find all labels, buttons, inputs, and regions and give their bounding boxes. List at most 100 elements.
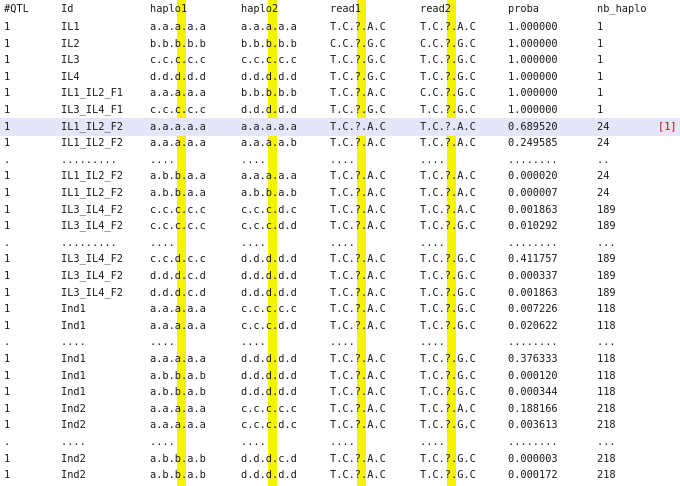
haplo1-cell: a.a.a.a.a bbox=[150, 419, 206, 432]
haplo2-cell: c.c.c.c.c bbox=[241, 402, 297, 415]
qtl-cell: 1 bbox=[4, 104, 11, 116]
haplo1-cell: a.b.b.a.b bbox=[150, 452, 206, 465]
proba-cell: ........ bbox=[508, 336, 558, 349]
proba-cell: 0.020622 bbox=[508, 319, 558, 332]
table-row[interactable]: 1 IL1_IL2_F2 a.a.a.a.a a.a.a.a.b T.C.?.A.C T.… bbox=[0, 134, 680, 152]
table-row[interactable]: 1 Ind1 a.a.a.a.a d.d.d.d.d T.C.?.A.C T.C.?.G.… bbox=[0, 350, 680, 368]
qtl-cell: 1 bbox=[4, 452, 11, 465]
read2-column-highlight bbox=[447, 0, 456, 486]
haplo1-cell: c.c.c.c.c bbox=[150, 104, 206, 116]
table-row[interactable]: 1 IL4 d.d.d.d.d d.d.d.d.d T.C.?.G.C T.C.?.G.C… bbox=[0, 68, 680, 86]
table-row[interactable]: ..................................... bbox=[0, 234, 680, 252]
qtl-cell: 1 bbox=[4, 187, 11, 199]
qtl-cell: . bbox=[4, 153, 11, 166]
id-cell: Ind2 bbox=[61, 452, 86, 465]
read1-cell: T.C.?.G.C bbox=[330, 54, 386, 67]
nb-haplo-cell: .. bbox=[597, 153, 610, 166]
qtl-cell: 1 bbox=[4, 37, 11, 50]
haplo2-cell: .... bbox=[241, 236, 266, 249]
read1-cell: T.C.?.A.C bbox=[330, 369, 386, 382]
haplo1-cell: c.c.c.c.c bbox=[150, 203, 206, 216]
haplo1-cell: a.b.b.a.b bbox=[150, 386, 206, 399]
table-row[interactable]: ................................ bbox=[0, 333, 680, 351]
table-row[interactable]: 1 Ind2 a.a.a.a.a c.c.c.d.c T.C.?.A.C T.C.?.G.… bbox=[0, 416, 680, 434]
nb-haplo-cell: 118 bbox=[597, 303, 616, 316]
haplo2-cell: c.c.c.d.d bbox=[241, 319, 297, 332]
table-row[interactable]: 1 IL3_IL4_F2 c.c.d.c.c d.d.d.d.d T.C.?.A.C T.… bbox=[0, 250, 680, 268]
haplo2-cell: d.d.d.d.d bbox=[241, 469, 297, 482]
read2-cell: T.C.?.G.C bbox=[420, 270, 476, 282]
table-row[interactable]: 1 IL1 a.a.a.a.a a.a.a.a.a T.C.?.A.C T.C.?.A.C… bbox=[0, 18, 680, 36]
table-row[interactable]: 1 IL3 c.c.c.c.c c.c.c.c.c T.C.?.G.C T.C.?.G.C… bbox=[0, 51, 680, 69]
haplo2-cell: d.d.d.d.d bbox=[241, 270, 297, 282]
table-row[interactable]: 1 IL3_IL4_F2 c.c.c.c.c c.c.c.d.c T.C.?.A.C T.… bbox=[0, 201, 680, 219]
table-row[interactable]: 1 IL1_IL2_F1 a.a.a.a.a b.b.b.b.b T.C.?.A.C C.… bbox=[0, 84, 680, 102]
table-row[interactable]: 1 Ind2 a.a.a.a.a c.c.c.c.c T.C.?.A.C T.C.?.A.… bbox=[0, 400, 680, 418]
table-row[interactable]: ................................ bbox=[0, 433, 680, 451]
table-row[interactable]: 1 Ind2 a.b.b.a.b d.d.d.d.d T.C.?.A.C T.C.?.G.… bbox=[0, 466, 680, 484]
table-row[interactable]: 1 IL3_IL4_F2 d.d.d.c.d d.d.d.d.d T.C.?.A.C T.… bbox=[0, 267, 680, 285]
nb-haplo-cell: 189 bbox=[597, 220, 616, 233]
haplo1-cell: d.d.d.c.d bbox=[150, 286, 206, 299]
table-row[interactable]: 1 IL1_IL2_F2 a.b.b.a.a a.b.b.a.b T.C.?.A.C T.… bbox=[0, 184, 680, 202]
header-haplo2: haplo2 bbox=[241, 3, 279, 15]
nb-haplo-cell: ... bbox=[597, 336, 616, 349]
qtl-cell: 1 bbox=[4, 70, 11, 83]
proba-cell: ........ bbox=[508, 436, 558, 448]
id-cell: IL3 bbox=[61, 54, 80, 67]
read1-cell: T.C.?.A.C bbox=[330, 170, 386, 183]
id-cell: IL1_IL2_F2 bbox=[61, 187, 123, 199]
proba-cell: ........ bbox=[508, 153, 558, 166]
haplo2-cell: c.c.c.d.c bbox=[241, 203, 297, 216]
table-row[interactable]: 1 Ind1 a.a.a.a.a c.c.c.c.c T.C.?.A.C T.C.?.G.… bbox=[0, 300, 680, 318]
table-row[interactable]: 1 IL1_IL2_F2 a.b.b.a.a a.a.a.a.a T.C.?.A.C T.… bbox=[0, 167, 680, 185]
table-row[interactable]: 1 IL2 b.b.b.b.b b.b.b.b.b C.C.?.G.C C.C.?.G.C… bbox=[0, 35, 680, 53]
read2-cell: T.C.?.G.C bbox=[420, 319, 476, 332]
proba-cell: 0.001863 bbox=[508, 286, 558, 299]
qtl-cell: . bbox=[4, 436, 11, 448]
haplo1-cell: a.a.a.a.a bbox=[150, 87, 206, 100]
table-row[interactable]: 1 Ind1 a.a.a.a.a c.c.c.d.d T.C.?.A.C T.C.?.G.… bbox=[0, 317, 680, 335]
nb-haplo-cell: 1 bbox=[597, 37, 604, 50]
id-cell: ......... bbox=[61, 236, 117, 249]
qtl-cell: 1 bbox=[4, 419, 11, 432]
nb-haplo-cell: 189 bbox=[597, 203, 616, 216]
read2-cell: T.C.?.A.C bbox=[420, 402, 476, 415]
haplo1-cell: a.b.b.a.a bbox=[150, 187, 206, 199]
read2-cell: T.C.?.G.C bbox=[420, 54, 476, 67]
haplo1-cell: .... bbox=[150, 236, 175, 249]
id-cell: .... bbox=[61, 336, 86, 349]
haplo1-column-highlight bbox=[177, 0, 186, 486]
haplo1-cell: a.a.a.a.a bbox=[150, 303, 206, 316]
table-row-selected[interactable]: 1 IL1_IL2_F2 a.a.a.a.a a.a.a.a.a T.C.?.A.C T.… bbox=[0, 117, 680, 136]
proba-cell: 0.003613 bbox=[508, 419, 558, 432]
read2-cell: T.C.?.G.C bbox=[420, 104, 476, 116]
table-row[interactable]: 1 IL3_IL4_F2 d.d.d.c.d d.d.d.d.d T.C.?.A.C T.… bbox=[0, 284, 680, 302]
nb-haplo-cell: 24 bbox=[597, 170, 610, 183]
read1-cell: T.C.?.G.C bbox=[330, 104, 386, 116]
header-row: #QTL Id haplo1 haplo2 read1 read2 proba … bbox=[0, 0, 680, 18]
table-row[interactable]: 1 Ind1 a.b.b.a.b d.d.d.d.d T.C.?.A.C T.C.?.G.… bbox=[0, 367, 680, 385]
read2-cell: T.C.?.A.C bbox=[420, 120, 476, 133]
read2-cell: C.C.?.G.C bbox=[420, 87, 476, 100]
read1-cell: T.C.?.A.C bbox=[330, 253, 386, 266]
read1-cell: .... bbox=[330, 436, 355, 448]
read1-cell: T.C.?.A.C bbox=[330, 419, 386, 432]
qtl-cell: . bbox=[4, 336, 11, 349]
haplo2-cell: a.a.a.a.a bbox=[241, 170, 297, 183]
read1-cell: T.C.?.A.C bbox=[330, 286, 386, 299]
table-row[interactable]: 1 Ind1 a.b.b.a.b d.d.d.d.d T.C.?.A.C T.C.?.G.… bbox=[0, 383, 680, 401]
haplo2-cell: c.c.c.d.d bbox=[241, 220, 297, 233]
read1-cell: T.C.?.A.C bbox=[330, 402, 386, 415]
read1-cell: T.C.?.G.C bbox=[330, 70, 386, 83]
row-marker: [1] bbox=[658, 120, 677, 133]
table-row[interactable]: 1 IL3_IL4_F2 c.c.c.c.c c.c.c.d.d T.C.?.A.C T.… bbox=[0, 217, 680, 235]
table-row[interactable]: 1 Ind2 a.b.b.a.b d.d.d.c.d T.C.?.A.C T.C.?.G.… bbox=[0, 450, 680, 468]
id-cell: IL4 bbox=[61, 70, 80, 83]
table-row[interactable]: 1 IL3_IL4_F1 c.c.c.c.c d.d.d.d.d T.C.?.G.C T.… bbox=[0, 101, 680, 119]
qtl-cell: 1 bbox=[4, 469, 11, 482]
proba-cell: 0.411757 bbox=[508, 253, 558, 266]
table-row[interactable]: .................................... bbox=[0, 151, 680, 169]
nb-haplo-cell: 118 bbox=[597, 369, 616, 382]
